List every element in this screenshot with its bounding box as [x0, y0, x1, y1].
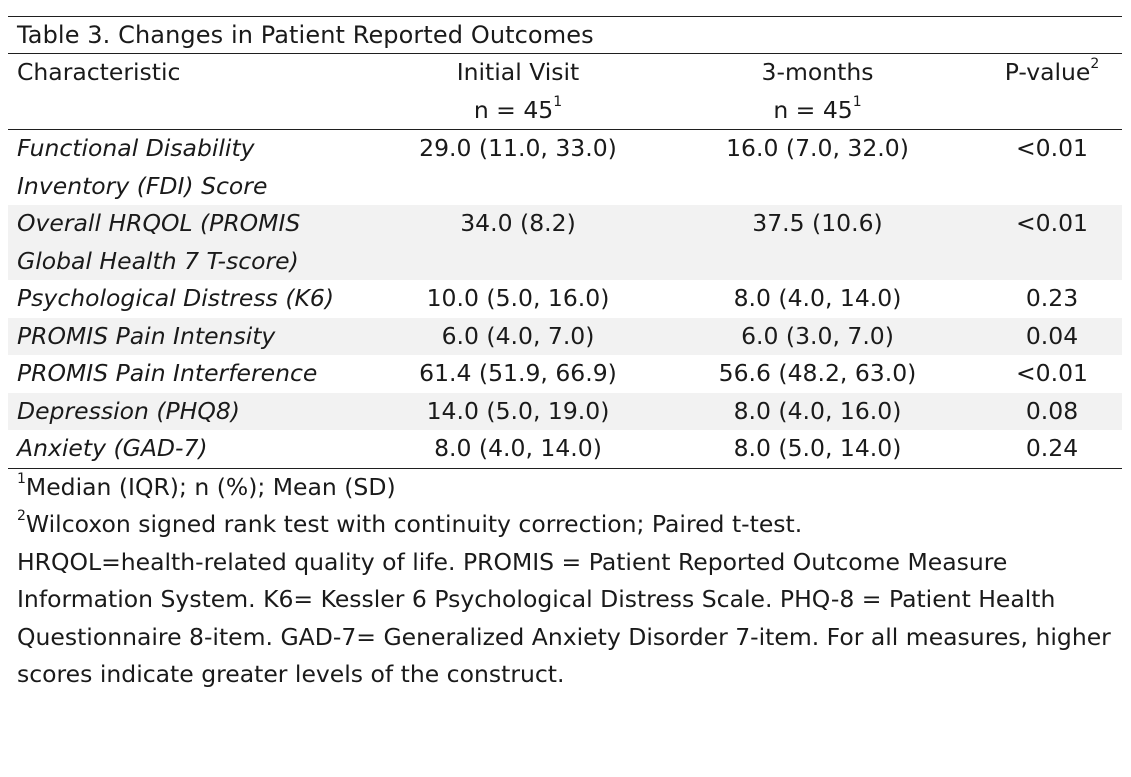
table-title: Table 3. Changes in Patient Reported Out…: [17, 21, 594, 49]
header-initial-label: Initial Visit: [456, 58, 580, 86]
row-initial-value: 8.0 (4.0, 14.0): [434, 434, 602, 462]
header-characteristic-label: Characteristic: [17, 58, 181, 86]
row-pvalue: 0.24: [1025, 434, 1079, 462]
footnote-2-text: Wilcoxon signed rank test with continuit…: [25, 510, 803, 538]
table-row: Psychological Distress (K6) 10.0 (5.0, 1…: [8, 280, 1122, 318]
row-followup-value: 56.6 (48.2, 63.0): [718, 359, 917, 387]
row-pvalue: <0.01: [1015, 134, 1088, 162]
header-3-months: 3-months n = 451: [653, 54, 982, 130]
table-footnotes: 1Median (IQR); n (%); Mean (SD) 2Wilcoxo…: [8, 469, 1122, 694]
header-characteristic: Characteristic: [8, 54, 383, 130]
row-followup-value: 16.0 (7.0, 32.0): [726, 134, 909, 162]
header-followup-label: 3-months: [761, 58, 874, 86]
row-initial-value: 34.0 (8.2): [383, 205, 653, 280]
header-followup-sup: 1: [852, 93, 862, 110]
row-followup-value: 6.0 (3.0, 7.0): [653, 317, 982, 355]
row-initial-value: 6.0 (4.0, 7.0): [383, 317, 653, 355]
row-followup-value: 8.0 (5.0, 14.0): [733, 434, 902, 462]
header-followup-n: n = 45: [773, 95, 853, 124]
header-pvalue-sup: 2: [1090, 56, 1100, 73]
row-initial-value: 14.0 (5.0, 19.0): [383, 392, 653, 430]
row-characteristic: PROMIS Pain Intensity: [8, 317, 383, 355]
row-characteristic: Anxiety (GAD-7): [17, 434, 208, 462]
abbreviations-note: HRQOL=health-related quality of life. PR…: [17, 547, 1111, 689]
table-header: Characteristic Initial Visit n = 451 3-m…: [8, 54, 1122, 130]
header-p-value: P-value2: [982, 54, 1122, 130]
footnote-1-text: Median (IQR); n (%); Mean (SD): [25, 472, 396, 501]
header-pvalue-label: P-value: [1004, 58, 1091, 86]
row-followup-value: 8.0 (4.0, 16.0): [653, 392, 982, 430]
row-characteristic: Psychological Distress (K6): [17, 284, 335, 312]
footnote-1-marker: 1: [17, 470, 26, 487]
row-characteristic: PROMIS Pain Interference: [17, 359, 318, 387]
row-pvalue: <0.01: [1015, 359, 1088, 387]
table-row: PROMIS Pain Interference 61.4 (51.9, 66.…: [8, 355, 1122, 393]
row-pvalue: 0.08: [982, 392, 1122, 430]
table-top-rule: [8, 16, 1122, 17]
table-body: Functional Disability Inventory (FDI) Sc…: [8, 130, 1122, 468]
row-initial-value: 29.0 (11.0, 33.0): [419, 134, 617, 162]
header-initial-visit: Initial Visit n = 451: [383, 54, 653, 130]
table-row: Depression (PHQ8) 14.0 (5.0, 19.0) 8.0 (…: [8, 392, 1122, 430]
results-table-document: Table 3. Changes in Patient Reported Out…: [8, 16, 1122, 694]
header-initial-n: n = 45: [473, 95, 554, 124]
row-followup-value: 37.5 (10.6): [653, 205, 982, 280]
footnote-2-marker: 2: [17, 508, 26, 525]
row-characteristic: Functional Disability Inventory (FDI) Sc…: [17, 134, 268, 200]
row-characteristic: Overall HRQOL (PROMIS Global Health 7 T-…: [8, 205, 383, 280]
table-row: PROMIS Pain Intensity 6.0 (4.0, 7.0) 6.0…: [8, 317, 1122, 355]
table-row: Overall HRQOL (PROMIS Global Health 7 T-…: [8, 205, 1122, 280]
row-pvalue: 0.23: [1025, 284, 1079, 312]
table-row: Anxiety (GAD-7) 8.0 (4.0, 14.0) 8.0 (5.0…: [8, 430, 1122, 468]
footnote-1: 1Median (IQR); n (%); Mean (SD): [17, 469, 1122, 507]
table-row: Functional Disability Inventory (FDI) Sc…: [8, 130, 1122, 206]
title-bottom-rule: [8, 53, 1122, 54]
footnote-2: 2Wilcoxon signed rank test with continui…: [17, 506, 1122, 544]
row-pvalue: <0.01: [982, 205, 1122, 280]
header-row: Characteristic Initial Visit n = 451 3-m…: [8, 54, 1122, 130]
outcomes-table: Characteristic Initial Visit n = 451 3-m…: [8, 54, 1122, 469]
row-initial-value: 10.0 (5.0, 16.0): [426, 284, 610, 312]
row-characteristic: Depression (PHQ8): [8, 392, 383, 430]
header-initial-sup: 1: [553, 93, 563, 110]
row-pvalue: 0.04: [982, 317, 1122, 355]
row-followup-value: 8.0 (4.0, 14.0): [733, 284, 902, 312]
row-initial-value: 61.4 (51.9, 66.9): [419, 359, 617, 387]
